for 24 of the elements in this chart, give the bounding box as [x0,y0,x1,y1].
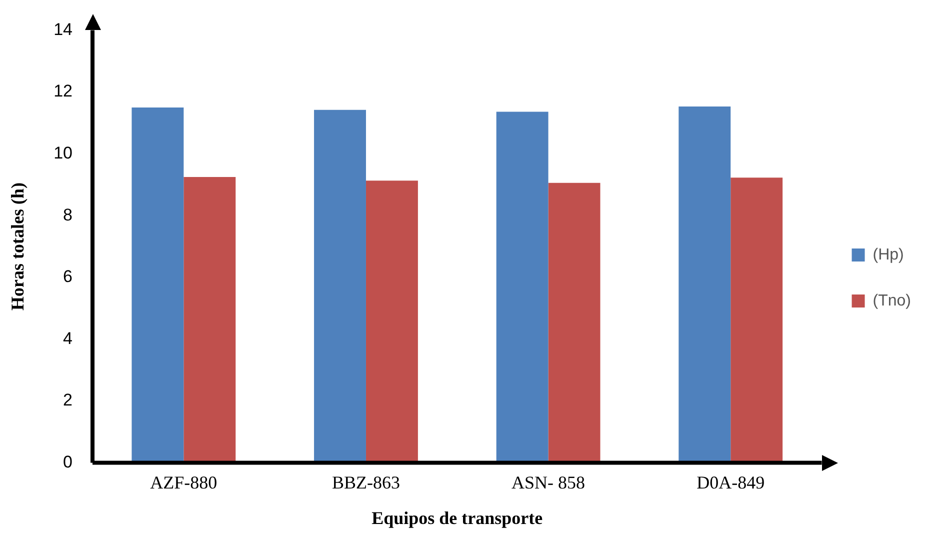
y-tick-label: 4 [63,328,73,348]
x-tick-label: BBZ-863 [332,472,400,492]
x-tick-label: ASN- 858 [512,472,586,492]
bar [132,107,184,463]
x-tick-label: D0A-849 [696,472,765,492]
y-tick-label: 14 [54,20,73,39]
x-tick-label: AZF-880 [150,472,218,492]
y-tick-label: 0 [63,452,73,472]
y-tick-label: 10 [54,143,73,162]
y-tick-label: 8 [63,205,73,224]
bar [184,176,236,463]
legend-label: (Tno) [872,292,912,310]
bar [548,182,600,463]
bar [730,178,783,463]
bar [314,110,366,463]
bar [366,180,418,463]
bar [678,106,731,463]
y-tick-label: 2 [63,390,73,410]
x-axis-title: Equipos de transporte [372,508,543,528]
y-axis-title: Horas totales (h) [7,182,28,310]
y-tick-label: 12 [54,82,73,101]
y-tick-label: 6 [63,267,73,286]
bar [496,112,548,463]
legend-label: (Hp) [872,246,904,264]
